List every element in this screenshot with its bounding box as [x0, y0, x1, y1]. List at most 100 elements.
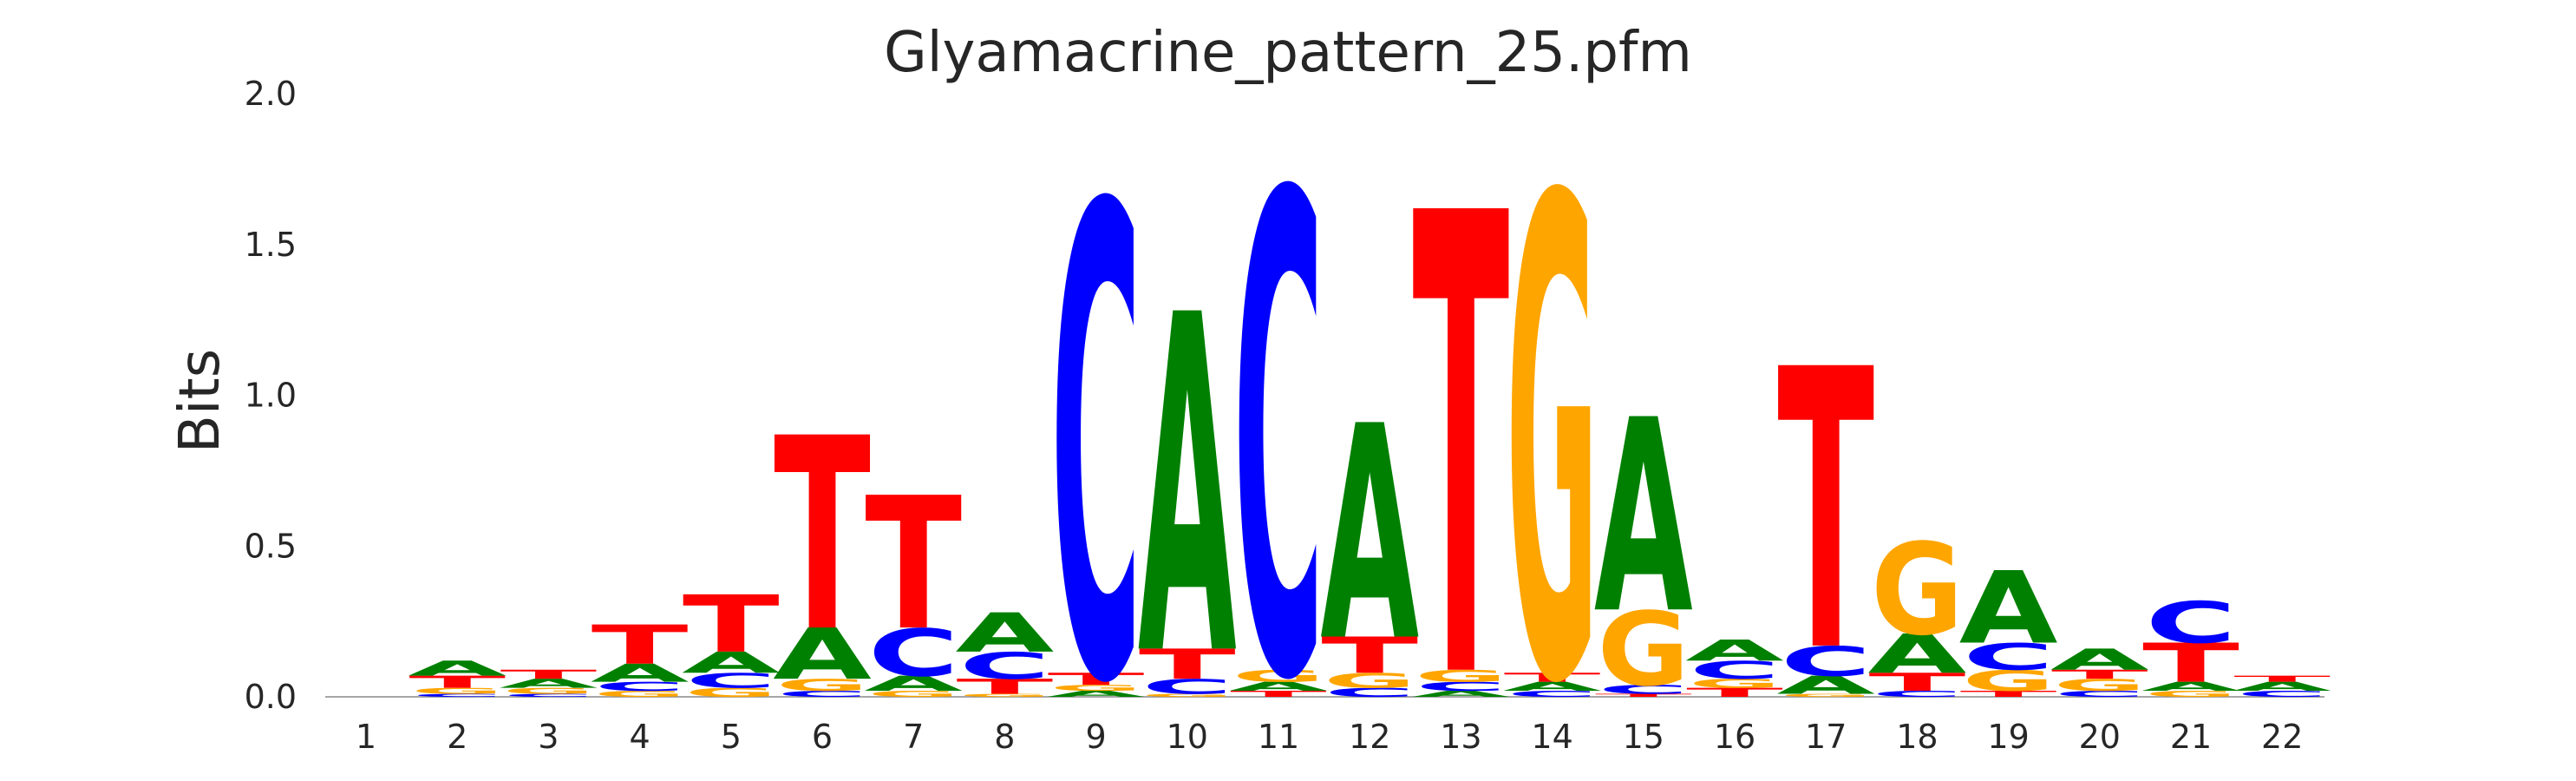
letter-G: G [1324, 669, 1416, 692]
letter-C: C [1872, 689, 1963, 699]
letter-A: A [499, 676, 598, 691]
letter-T: T [409, 673, 506, 692]
letter-A: A [591, 659, 690, 687]
letter-C: C [2146, 590, 2237, 656]
letter-C: C [1963, 636, 2054, 679]
letter-C: C [777, 689, 868, 699]
y-tick-label: 0.0 [245, 678, 297, 716]
letter-T: T [1504, 670, 1601, 685]
y-tick-label: 1.0 [245, 377, 297, 415]
letter-T: T [2233, 674, 2331, 684]
x-tick-label: 16 [1714, 718, 1755, 756]
letter-T: T [1139, 640, 1236, 688]
letter-C: C [1415, 679, 1507, 693]
letter-A: A [682, 646, 781, 679]
x-tick-label: 3 [538, 718, 559, 756]
letter-T: T [1595, 693, 1692, 699]
letter-T: T [592, 614, 689, 677]
letter-C: C [503, 693, 594, 698]
x-tick-label: 20 [2079, 718, 2121, 756]
letter-T: T [956, 674, 1053, 699]
letter-G: G [1141, 693, 1234, 698]
x-tick-label: 10 [1167, 718, 1208, 756]
letter-T: T [1777, 289, 1875, 737]
letter-A: A [2050, 643, 2149, 677]
letter-T: T [2142, 633, 2239, 695]
letter-C: C [1690, 656, 1781, 685]
letter-C: C [1324, 686, 1415, 699]
letter-A: A [773, 614, 872, 696]
letter-C: C [2054, 689, 2145, 699]
letter-G: G [1962, 665, 2055, 698]
letter-T: T [1868, 668, 1965, 697]
letter-C: C [1050, 74, 1141, 781]
letter-G: G [2145, 689, 2238, 699]
letter-T: T [865, 459, 962, 671]
x-tick-label: 5 [721, 718, 742, 756]
letter-T: T [1960, 689, 2057, 699]
letter-C: C [1233, 58, 1324, 781]
letter-G: G [1780, 693, 1873, 698]
letter-A: A [864, 672, 963, 696]
letter-C: C [412, 693, 503, 698]
letter-T: T [500, 667, 597, 682]
x-tick-label: 15 [1623, 718, 1664, 756]
letter-C: C [868, 615, 959, 691]
y-tick-label: 0.5 [245, 527, 297, 565]
x-tick-label: 22 [2261, 718, 2303, 756]
letter-A: A [1776, 671, 1875, 699]
letter-G: G [1232, 666, 1325, 686]
letter-A: A [1047, 689, 1146, 699]
letter-A: A [1229, 679, 1328, 694]
x-tick-label: 21 [2170, 718, 2212, 756]
letter-A: A [1503, 679, 1602, 694]
x-tick-label: 8 [994, 718, 1015, 756]
x-tick-label: 11 [1258, 718, 1299, 756]
letter-G: G [593, 689, 686, 699]
x-tick-label: 2 [447, 718, 467, 756]
letter-G: G [1049, 683, 1142, 692]
letter-G: G [1689, 676, 1782, 690]
letter-A: A [1959, 551, 2058, 666]
chart-title: Glyamacrine_pattern_25.pfm [884, 21, 1692, 85]
y-tick-label: 1.5 [245, 226, 297, 264]
letter-C: C [1598, 683, 1689, 697]
x-tick-label: 1 [356, 718, 376, 756]
x-tick-label: 4 [630, 718, 651, 756]
letter-C: C [1507, 689, 1598, 699]
y-tick-label: 2.0 [245, 75, 297, 113]
x-tick-label: 19 [1987, 718, 2029, 756]
letter-T: T [774, 382, 871, 690]
letter-A: A [1411, 689, 1510, 699]
x-axis-ticks: 1 2 3 4 5 6 7 8 9 10 11 12 13 14 15 16 17 18 19 20 21 22 [356, 718, 2303, 756]
letter-G: G [2054, 676, 2147, 695]
letter-G: G [1598, 591, 1690, 709]
letter-T: T [1321, 627, 1418, 685]
letter-C: C [594, 679, 685, 693]
x-tick-label: 18 [1896, 718, 1938, 756]
y-axis-ticks: 0.0 0.5 1.0 1.5 2.0 [245, 75, 297, 716]
stack-position-22: CAT [2233, 674, 2331, 699]
x-tick-label: 17 [1805, 718, 1847, 756]
letter-G: G [1871, 517, 1964, 664]
letter-C: C [1141, 675, 1232, 699]
letter-C: C [1781, 639, 1872, 686]
